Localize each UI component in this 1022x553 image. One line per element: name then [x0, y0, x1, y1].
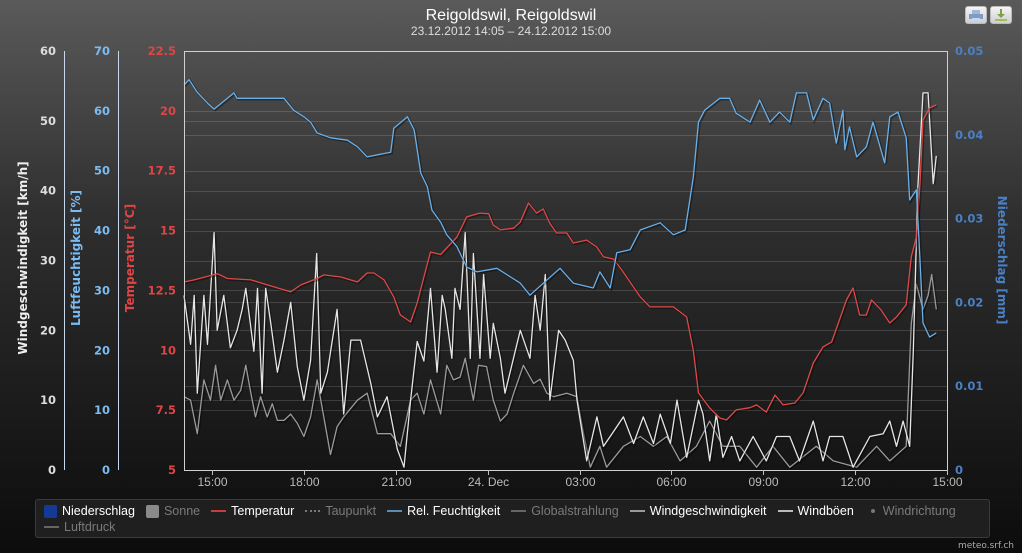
legend-square-icon [145, 504, 159, 518]
x-tick-label: 15:00 [932, 475, 962, 489]
credit-text: meteo.srf.ch [958, 541, 1014, 551]
temperature-tick-label: 17.5 [148, 164, 176, 178]
wind-tick-label: 20 [40, 323, 56, 337]
series-shadow [184, 78, 938, 340]
temperature-tick-label: 5 [168, 463, 176, 477]
legend-label: Luftdruck [64, 520, 116, 534]
legend-item-windgeschwindigkeit[interactable]: Windgeschwindigkeit [629, 504, 767, 518]
wind-tick-label: 40 [40, 184, 56, 198]
humidity-tick-label: 10 [94, 403, 110, 417]
series-shadow [183, 92, 939, 472]
temperature-tick-label: 22.5 [148, 44, 176, 58]
x-tick-label: 12:00 [840, 475, 870, 489]
legend: Niederschlag Sonne Temperatur Taupunkt Rel. … [35, 499, 990, 538]
wind-tick-label: 0 [48, 463, 56, 477]
series-shadow [184, 104, 938, 423]
x-tick-label: 06:00 [656, 475, 686, 489]
x-tick-label: 18:00 [289, 475, 319, 489]
series-line-temperatur [183, 104, 937, 421]
temperature-tick-label: 12.5 [148, 283, 176, 297]
humidity-tick-label: 20 [94, 343, 110, 357]
axes-layer: 0 10 20 30 40 50 60 0 10 20 30 40 50 60 70 5 7.5 10 12.5 15… [40, 44, 983, 489]
grid-lines [184, 111, 947, 411]
legend-item-windb-en[interactable]: Windböen [777, 504, 854, 518]
wind-tick-label: 50 [40, 114, 56, 128]
humidity-tick-label: 40 [94, 224, 110, 238]
humidity-tick-label: 70 [94, 44, 110, 58]
wind-tick-label: 10 [40, 393, 56, 407]
legend-item-taupunkt[interactable]: Taupunkt [305, 504, 376, 518]
temperature-tick-label: 7.5 [156, 403, 176, 417]
precipitation-tick-label: 0.04 [955, 128, 983, 142]
temperature-tick-label: 20 [160, 104, 176, 118]
legend-line-icon [211, 510, 227, 512]
legend-label: Windrichtung [882, 504, 956, 518]
series-line-windgeschwindigkeit [183, 273, 937, 468]
precipitation-tick-label: 0 [955, 463, 963, 477]
precipitation-tick-label: 0.03 [955, 212, 983, 226]
legend-label: Sonne [163, 504, 201, 518]
x-tick-label: 21:00 [381, 475, 411, 489]
legend-dash-icon [305, 510, 321, 512]
temperature-axis-title: Temperatur [°C] [123, 204, 137, 312]
legend-line-icon [777, 510, 793, 512]
download-button[interactable] [990, 6, 1012, 24]
print-icon [969, 10, 983, 21]
legend-item-windrichtung[interactable]: Windrichtung [865, 504, 956, 518]
legend-item-niederschlag[interactable]: Niederschlag [44, 504, 135, 518]
legend-line-icon [629, 510, 645, 512]
wind-tick-label: 60 [40, 44, 56, 58]
legend-square-icon [44, 504, 57, 518]
precipitation-axis-title: Niederschlag [mm] [995, 196, 1009, 325]
humidity-axis-title: Luftfeuchtigkeit [%] [69, 190, 83, 326]
legend-line-icon [44, 526, 59, 528]
download-icon [995, 9, 1007, 21]
legend-label: Windgeschwindigkeit [649, 504, 767, 518]
wind-axis-title: Windgeschwindigkeit [km/h] [16, 161, 30, 354]
legend-item-sonne[interactable]: Sonne [145, 504, 201, 518]
series-line-rel-feuchtigkeit [183, 79, 937, 338]
temperature-tick-label: 15 [160, 224, 176, 238]
legend-item-globalstrahlung[interactable]: Globalstrahlung [511, 504, 619, 518]
legend-dot-icon [870, 509, 875, 513]
legend-label: Globalstrahlung [531, 504, 619, 518]
plot-area-border [184, 51, 948, 471]
legend-label: Niederschlag [62, 504, 135, 518]
legend-item-rel-feuchtigkeit[interactable]: Rel. Feuchtigkeit [387, 504, 500, 518]
legend-item-temperatur[interactable]: Temperatur [211, 504, 294, 518]
temperature-tick-label: 10 [160, 343, 176, 357]
series-layer [183, 78, 939, 473]
legend-line-icon [387, 510, 403, 512]
print-button[interactable] [965, 6, 987, 24]
legend-row: Luftdruck [44, 519, 981, 535]
legend-row: Niederschlag Sonne Temperatur Taupunkt Rel. … [44, 503, 981, 519]
humidity-tick-label: 0 [102, 463, 110, 477]
x-tick-label: 24. Dec [468, 475, 509, 489]
precipitation-tick-label: 0.02 [955, 295, 983, 309]
legend-label: Temperatur [231, 504, 295, 518]
series-line-windb-en [183, 92, 937, 468]
legend-label: Rel. Feuchtigkeit [407, 504, 501, 518]
legend-line-icon [511, 510, 527, 512]
humidity-tick-label: 30 [94, 283, 110, 297]
precipitation-tick-label: 0.01 [955, 379, 983, 393]
legend-item-luftdruck[interactable]: Luftdruck [44, 520, 115, 534]
precipitation-tick-label: 0.05 [955, 44, 983, 58]
humidity-tick-label: 60 [94, 104, 110, 118]
chart-subtitle: 23.12.2012 14:05 – 24.12.2012 15:00 [411, 24, 612, 38]
chart-title: Reigoldswil, Reigoldswil [426, 7, 597, 24]
wind-tick-label: 30 [40, 254, 56, 268]
x-tick-label: 15:00 [197, 475, 227, 489]
x-tick-label: 09:00 [748, 475, 778, 489]
humidity-tick-label: 50 [94, 164, 110, 178]
x-tick-label: 03:00 [565, 475, 595, 489]
legend-label: Taupunkt [325, 504, 377, 518]
legend-label: Windböen [797, 504, 854, 518]
